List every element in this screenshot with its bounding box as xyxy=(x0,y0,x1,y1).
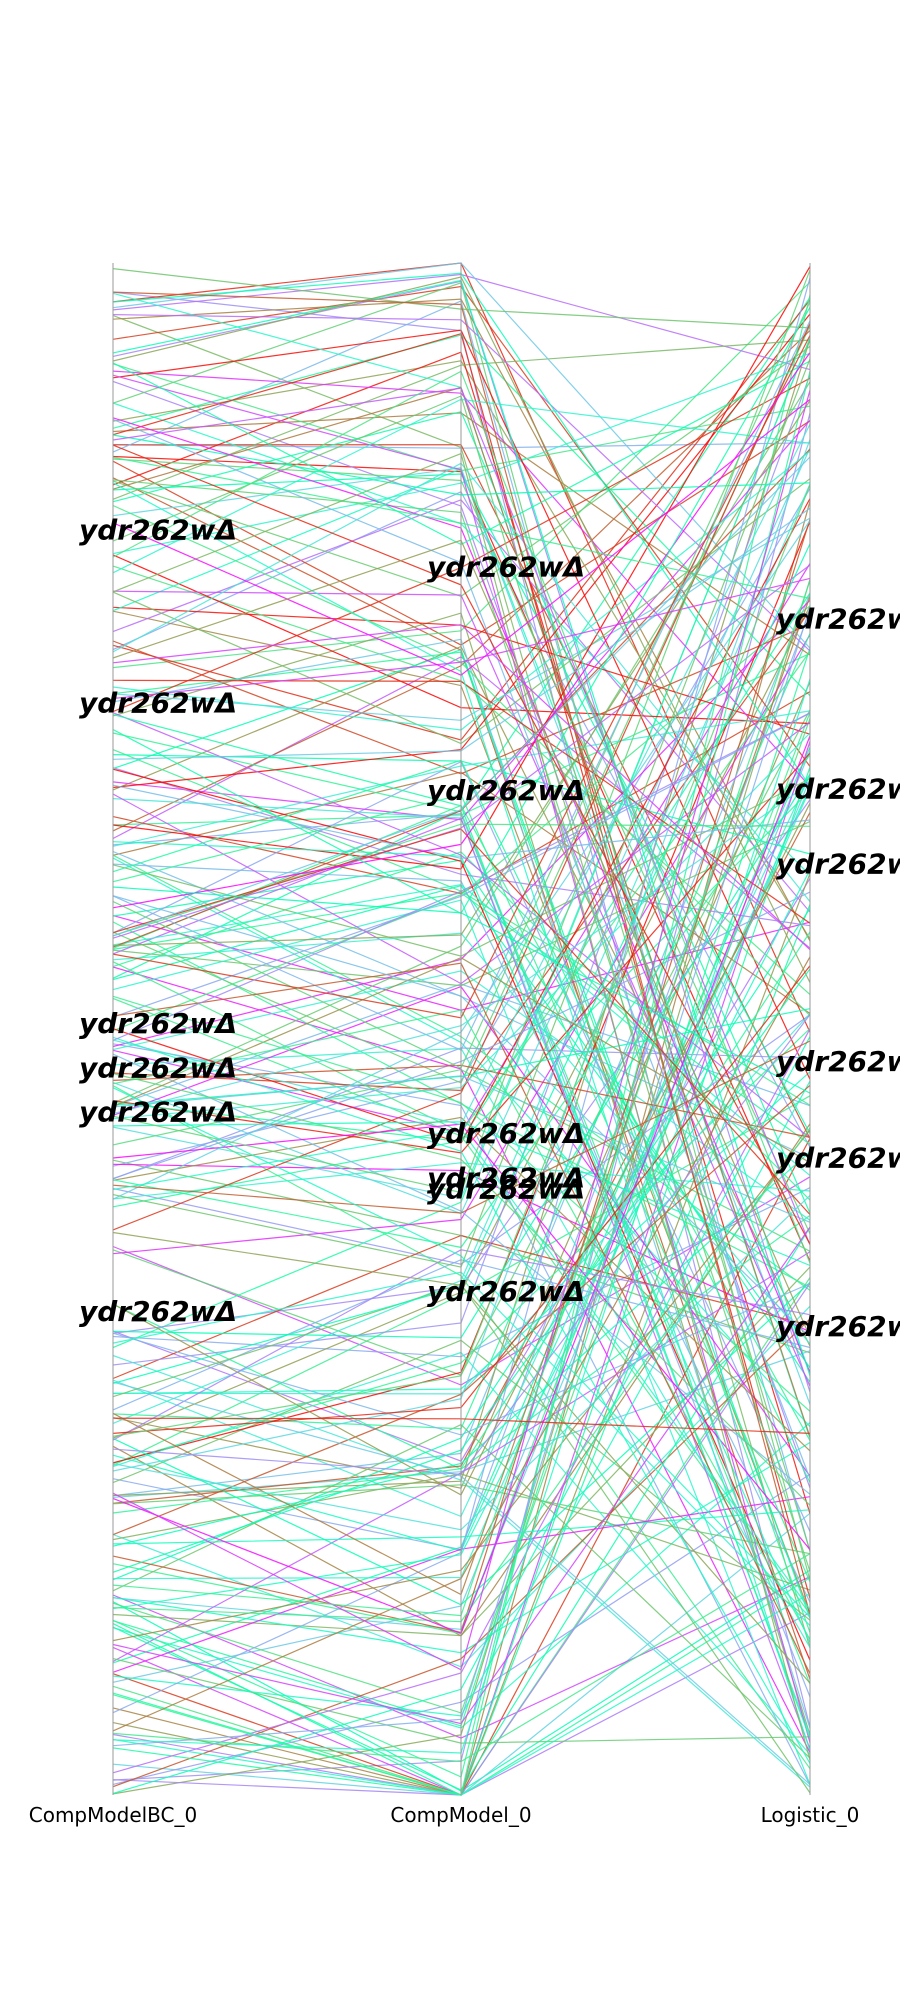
strain-label: ydr262wΔ xyxy=(79,1007,237,1040)
strain-label: ydr262wΔ xyxy=(79,1096,237,1129)
strain-label: ydr262wΔ xyxy=(776,773,900,806)
strain-label: ydr262wΔ xyxy=(79,1295,237,1328)
strain-label: ydr262wΔ xyxy=(427,1172,585,1205)
strain-label: ydr262wΔ xyxy=(79,1051,237,1084)
highlight-labels: ydr262wΔydr262wΔydr262wΔydr262wΔydr262wΔ… xyxy=(79,514,900,1344)
strain-label: ydr262wΔ xyxy=(79,687,237,720)
strain-label: ydr262wΔ xyxy=(776,1310,900,1343)
strain-label: ydr262wΔ xyxy=(776,1142,900,1175)
strain-label: ydr262wΔ xyxy=(427,1117,585,1150)
strain-label: ydr262wΔ xyxy=(427,1162,585,1195)
strain-label: ydr262wΔ xyxy=(79,514,237,547)
axis-label: CompModel_0 xyxy=(390,1803,531,1827)
strain-label: ydr262wΔ xyxy=(776,602,900,635)
strain-label: ydr262wΔ xyxy=(427,1275,585,1308)
strain-label: ydr262wΔ xyxy=(427,550,585,583)
strain-label: ydr262wΔ xyxy=(427,774,585,807)
strain-label: ydr262wΔ xyxy=(776,848,900,881)
axes: CompModelBC_0 CompModel_0 Logistic_0 xyxy=(29,263,860,1827)
axis-label: CompModelBC_0 xyxy=(29,1803,198,1827)
strain-label: ydr262wΔ xyxy=(776,1045,900,1078)
axis-label: Logistic_0 xyxy=(761,1803,860,1827)
